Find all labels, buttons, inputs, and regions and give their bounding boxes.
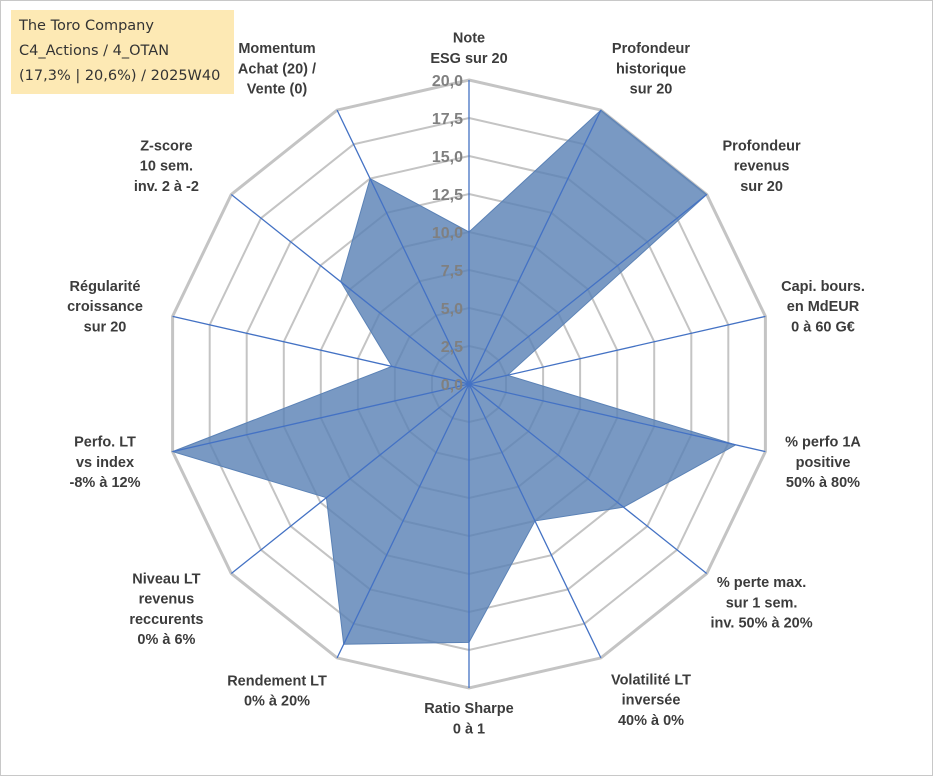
axis-label-line: Momentum (238, 41, 315, 57)
axis-label-line: 0% à 20% (244, 694, 310, 710)
axis-spoke (336, 383, 470, 659)
axis-label-line: 0 à 60 G€ (791, 319, 855, 335)
axis-label-line: croissance (67, 299, 143, 315)
axis-label-line: Rendement LT (227, 673, 327, 689)
tick-label: 20,0 (432, 73, 463, 90)
axis-label-line: vs index (76, 455, 134, 471)
axis-label-line: reccurents (129, 612, 203, 628)
axis-label: % perfo 1A positive 50% à 80% (785, 435, 861, 492)
title-box: The Toro Company C4_Actions / 4_OTAN (17… (11, 10, 234, 94)
axis-label-line: inv. 50% à 20% (711, 616, 813, 632)
axis-label: Niveau LT revenus reccurents 0% à 6% (129, 571, 203, 648)
title-line-company: The Toro Company (19, 18, 154, 34)
axis-label-line: Perfo. LT (74, 435, 136, 451)
axis-label: Momentum Achat (20) / Vente (0) (238, 41, 316, 98)
axis-label: Z-score 10 sem. inv. 2 à -2 (134, 138, 199, 195)
axis-label-line: 10 sem. (140, 159, 193, 175)
axis-spoke (336, 109, 470, 385)
axis-label-line: Z-score (140, 138, 192, 154)
axis-label-line: 40% à 0% (618, 713, 684, 729)
axis-label-line: Régularité (70, 279, 141, 295)
axis-spoke (468, 383, 708, 575)
title-line-stats: (17,3% | 20,6%) / 2025W40 (19, 68, 221, 84)
axis-label-line: Ratio Sharpe (424, 701, 513, 717)
axis-spoke (230, 383, 470, 575)
axis-label-line: revenus (139, 592, 195, 608)
axis-label-line: sur 20 (630, 82, 673, 98)
axis-label-line: % perfo 1A (785, 435, 861, 451)
axis-label-line: historique (616, 61, 686, 77)
tick-label: 10,0 (432, 225, 463, 242)
axis-label-line: sur 1 sem. (726, 595, 798, 611)
axis-label-line: positive (796, 455, 851, 471)
axis-spoke (468, 109, 602, 385)
axis-label-line: inv. 2 à -2 (134, 179, 199, 195)
axis-label: Profondeur historique sur 20 (612, 41, 690, 98)
axis-spoke (468, 383, 602, 659)
axis-label-line: 0 à 1 (453, 721, 485, 737)
axis-label: Rendement LT 0% à 20% (227, 673, 327, 709)
axis-label: Profondeur revenus sur 20 (723, 138, 801, 195)
tick-label: 7,5 (441, 263, 463, 280)
axis-label-line: Capi. bours. (781, 279, 865, 295)
tick-label: 0,0 (441, 377, 463, 394)
axis-label: Perfo. LT vs index -8% à 12% (70, 435, 141, 492)
axis-label: % perte max. sur 1 sem. inv. 50% à 20% (711, 575, 813, 632)
axis-label-line: ESG sur 20 (430, 51, 507, 67)
axis-label-line: Volatilité LT (611, 672, 691, 688)
tick-label: 5,0 (441, 301, 463, 318)
axis-spoke (468, 315, 766, 385)
axis-label-line: Profondeur (612, 41, 690, 57)
axis-label-line: Achat (20) / (238, 61, 316, 77)
axis-label-line: 0% à 6% (137, 632, 195, 648)
tick-label: 17,5 (432, 111, 463, 128)
tick-label: 12,5 (432, 187, 463, 204)
axis-spoke (468, 193, 708, 385)
axis-label: Régularité croissance sur 20 (67, 279, 143, 336)
axis-spoke (230, 193, 470, 385)
axis-label: Capi. bours. en MdEUR 0 à 60 G€ (781, 279, 865, 336)
axis-label: Note ESG sur 20 (430, 31, 507, 67)
axis-label: Volatilité LT inversée 40% à 0% (611, 672, 691, 729)
axis-label-line: Note (453, 31, 485, 47)
title-line-category: C4_Actions / 4_OTAN (19, 43, 170, 59)
tick-label: 2,5 (441, 339, 463, 356)
axis-label-line: Profondeur (723, 138, 801, 154)
axis-label-line: -8% à 12% (70, 475, 141, 491)
axis-label-line: Niveau LT (132, 571, 200, 587)
axis-label-line: 50% à 80% (786, 475, 860, 491)
axis-spoke (468, 383, 766, 453)
tick-label: 15,0 (432, 149, 463, 166)
axis-label-line: sur 20 (84, 319, 127, 335)
axis-spoke (172, 383, 470, 453)
axis-label: Ratio Sharpe 0 à 1 (424, 701, 513, 737)
axis-label-line: inversée (622, 693, 681, 709)
axis-label-line: en MdEUR (787, 299, 860, 315)
axis-label-line: revenus (734, 159, 790, 175)
axis-label-line: sur 20 (740, 179, 783, 195)
axis-label-line: % perte max. (717, 575, 806, 591)
axis-label-line: Vente (0) (247, 82, 308, 98)
axis-spoke (172, 315, 470, 385)
